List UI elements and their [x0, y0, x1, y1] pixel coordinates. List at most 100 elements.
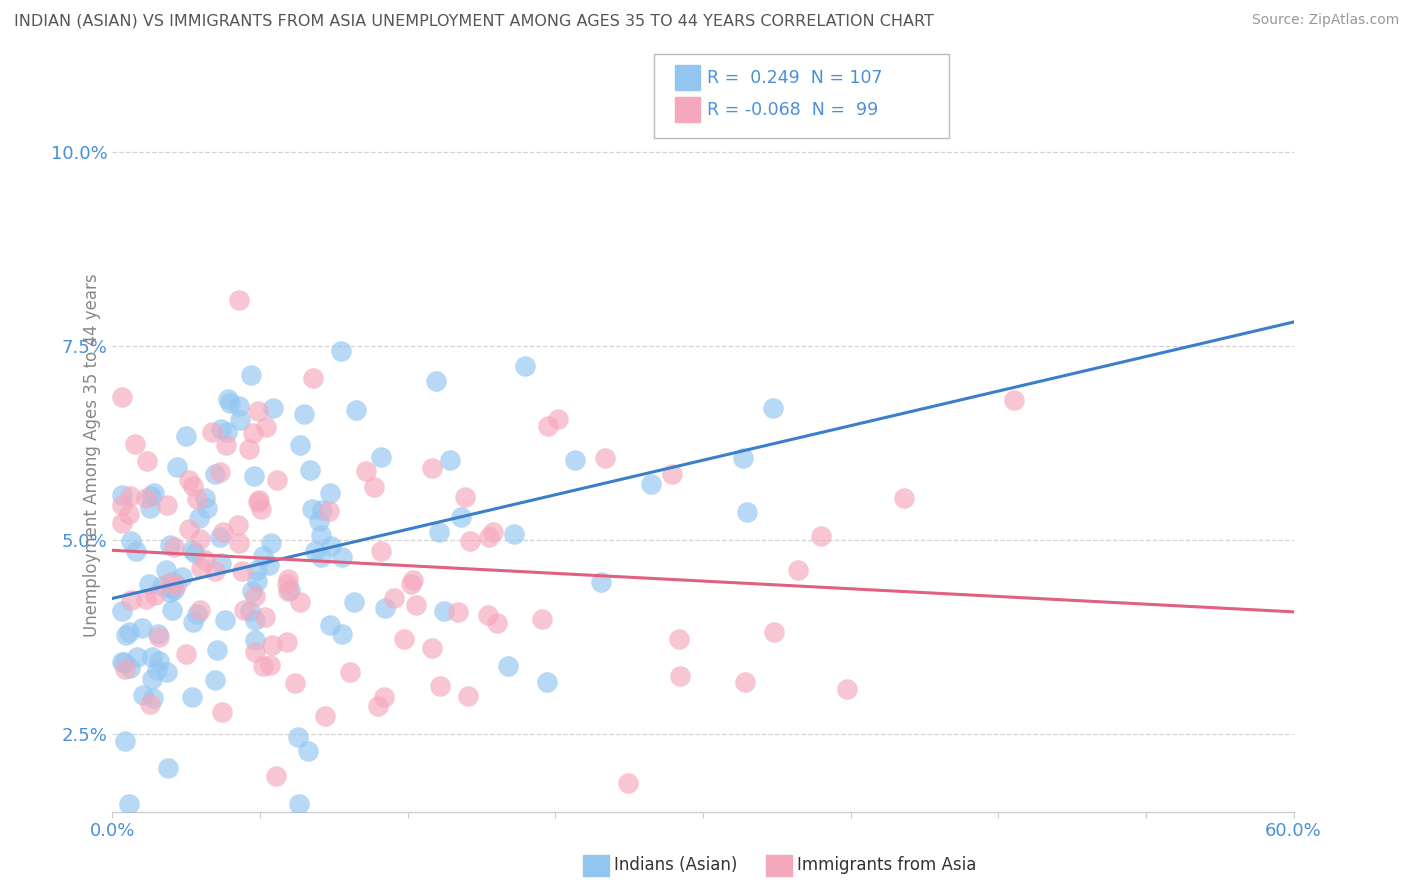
Point — [120, 490, 142, 504]
Point — [181, 543, 204, 558]
Point — [242, 426, 264, 441]
Point — [186, 492, 208, 507]
Point — [217, 392, 239, 406]
Point — [138, 577, 160, 591]
Point — [1002, 392, 1025, 407]
Point — [280, 582, 302, 597]
Point — [259, 658, 281, 673]
Point — [177, 522, 200, 536]
Point — [458, 534, 481, 549]
Point — [246, 563, 269, 577]
Point — [120, 593, 142, 607]
Point — [211, 706, 233, 720]
Point — [260, 638, 283, 652]
Point — [150, 579, 173, 593]
Point — [246, 404, 269, 418]
Point — [111, 488, 134, 502]
Point — [141, 489, 163, 503]
Point — [276, 577, 298, 591]
Point — [148, 630, 170, 644]
Point — [112, 655, 135, 669]
Point — [209, 556, 232, 570]
Point — [250, 501, 273, 516]
Point — [160, 603, 183, 617]
Point — [367, 698, 389, 713]
Point — [239, 603, 262, 617]
Point — [204, 467, 226, 482]
Point — [482, 524, 505, 539]
Point — [156, 665, 179, 679]
Point — [810, 529, 832, 543]
Point — [394, 632, 416, 646]
Point — [314, 708, 336, 723]
Point — [143, 588, 166, 602]
Point — [292, 407, 315, 421]
Point — [174, 428, 197, 442]
Point — [215, 438, 238, 452]
Point — [111, 499, 134, 513]
Point — [135, 591, 157, 606]
Point — [157, 575, 180, 590]
Point — [184, 545, 207, 559]
Point — [120, 534, 142, 549]
Point — [229, 413, 252, 427]
Point — [536, 419, 558, 434]
Point — [208, 530, 231, 544]
Point — [382, 591, 405, 606]
Point — [264, 769, 287, 783]
Point — [330, 627, 353, 641]
Point — [260, 535, 283, 549]
Point — [231, 564, 253, 578]
Point — [243, 645, 266, 659]
Point — [420, 640, 443, 655]
Text: INDIAN (ASIAN) VS IMMIGRANTS FROM ASIA UNEMPLOYMENT AMONG AGES 35 TO 44 YEARS CO: INDIAN (ASIAN) VS IMMIGRANTS FROM ASIA U… — [14, 13, 934, 29]
Point — [734, 674, 756, 689]
Point — [141, 649, 163, 664]
Point — [240, 368, 263, 382]
Point — [114, 627, 136, 641]
Point — [245, 633, 267, 648]
Point — [277, 583, 299, 598]
Point — [186, 607, 208, 621]
Point — [111, 390, 134, 404]
Point — [309, 549, 332, 564]
Point — [329, 343, 352, 358]
Point — [429, 679, 451, 693]
Point — [477, 607, 499, 622]
Point — [111, 604, 134, 618]
Point — [165, 578, 187, 592]
Point — [238, 442, 260, 457]
Point — [287, 730, 309, 744]
Point — [370, 544, 392, 558]
Point — [214, 613, 236, 627]
Point — [354, 464, 377, 478]
Point — [240, 583, 263, 598]
Point — [228, 293, 250, 308]
Point — [118, 625, 141, 640]
Point — [135, 491, 157, 505]
Point — [163, 540, 186, 554]
Point — [156, 498, 179, 512]
Point — [309, 528, 332, 542]
Point — [177, 473, 200, 487]
Point — [139, 501, 162, 516]
Point — [302, 370, 325, 384]
Point — [243, 614, 266, 628]
Point — [252, 549, 274, 563]
Point — [118, 797, 141, 811]
Point — [209, 465, 232, 479]
Point — [363, 479, 385, 493]
Point — [232, 602, 254, 616]
Point — [297, 744, 319, 758]
Point — [433, 604, 456, 618]
Point — [146, 663, 169, 677]
Point — [733, 450, 755, 465]
Point — [181, 479, 204, 493]
Point — [486, 616, 509, 631]
Point — [593, 451, 616, 466]
Point — [330, 549, 353, 564]
Point — [786, 563, 808, 577]
Point — [181, 615, 204, 629]
Point — [669, 669, 692, 683]
Point — [266, 473, 288, 487]
